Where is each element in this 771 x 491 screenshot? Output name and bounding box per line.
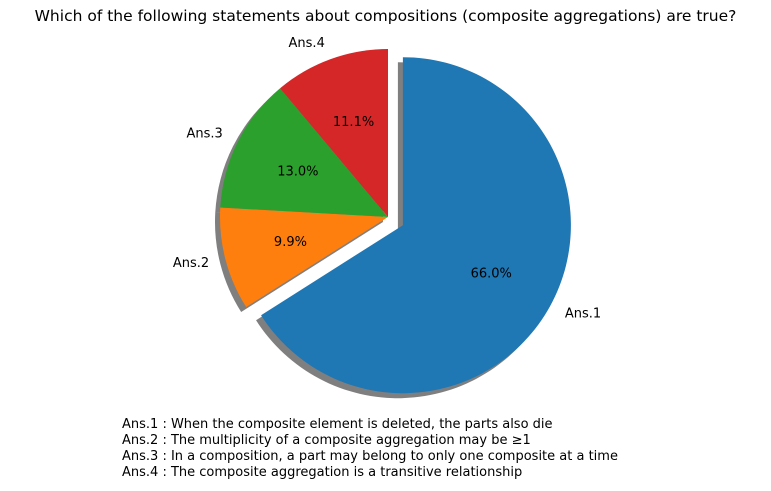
legend-line-ans1: Ans.1 : When the composite element is de… (122, 417, 553, 432)
slice-label-ans1: Ans.1 (565, 307, 601, 322)
slice-percent-ans2: 9.9% (274, 235, 307, 250)
slice-percent-ans3: 13.0% (277, 164, 318, 179)
legend-line-ans4: Ans.4 : The composite aggregation is a t… (122, 465, 523, 480)
answer-legend: Ans.1 : When the composite element is de… (122, 417, 618, 481)
slice-label-ans2: Ans.2 (173, 256, 209, 271)
slice-percent-ans4: 11.1% (333, 115, 374, 130)
slice-percent-ans1: 66.0% (471, 266, 512, 281)
pie-slice-ans4 (280, 49, 388, 217)
legend-line-ans2: Ans.2 : The multiplicity of a composite … (122, 433, 531, 448)
pie-slice-ans1 (261, 57, 571, 394)
pie-slice-ans3 (220, 88, 388, 217)
pie-slice-ans2 (220, 207, 388, 308)
slice-label-ans4: Ans.4 (289, 36, 325, 51)
chart-title: Which of the following statements about … (34, 7, 737, 25)
legend-line-ans3: Ans.3 : In a composition, a part may bel… (122, 449, 618, 464)
slice-label-ans3: Ans.3 (187, 127, 223, 142)
